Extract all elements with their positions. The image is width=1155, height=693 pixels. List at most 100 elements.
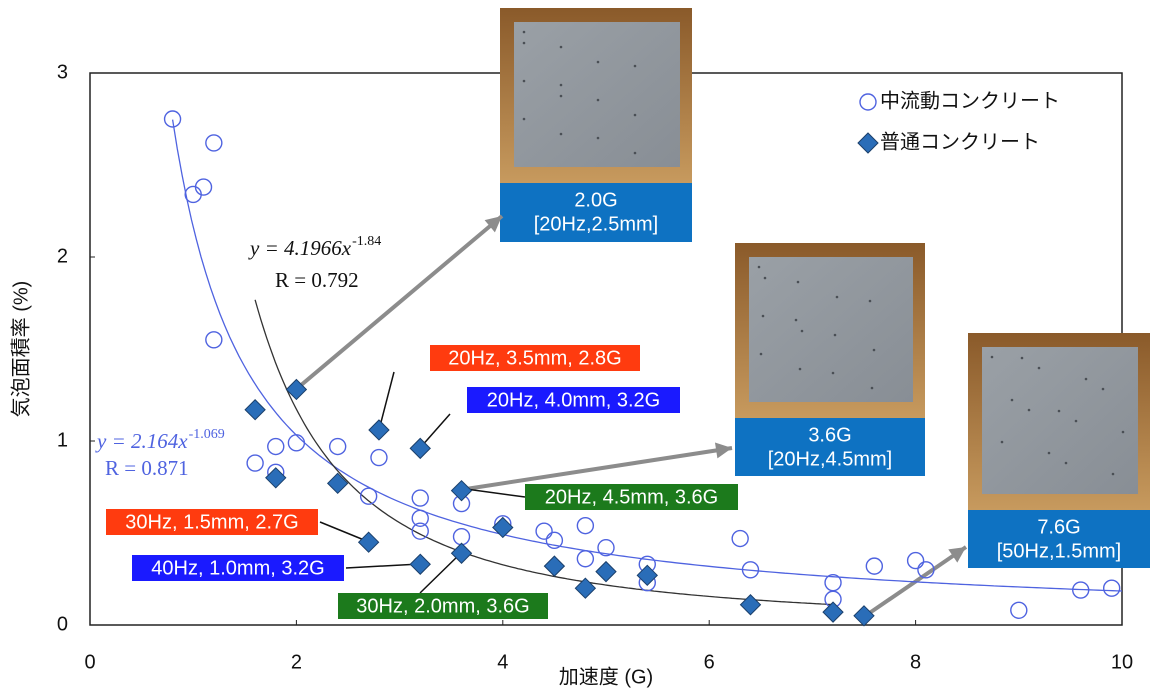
x-tick-label: 6 bbox=[704, 651, 715, 673]
photo-arrow bbox=[466, 448, 732, 489]
pore bbox=[1038, 367, 1041, 370]
pore bbox=[801, 330, 804, 333]
photo-caption: 3.6G bbox=[808, 424, 851, 446]
pore bbox=[834, 334, 837, 337]
data-point bbox=[245, 400, 265, 420]
fit-exponent: -1.069 bbox=[189, 427, 225, 442]
data-point bbox=[577, 518, 593, 534]
pore bbox=[1048, 452, 1051, 455]
pore bbox=[832, 372, 835, 375]
data-point bbox=[412, 490, 428, 506]
pore bbox=[1075, 420, 1078, 423]
legend-label: 普通コンクリート bbox=[880, 130, 1040, 153]
pore bbox=[871, 387, 874, 390]
fit-exponent: -1.84 bbox=[352, 234, 381, 249]
pore bbox=[873, 349, 876, 352]
pore bbox=[760, 353, 763, 356]
pore bbox=[634, 152, 637, 155]
concrete-specimen bbox=[514, 22, 680, 167]
data-point bbox=[732, 531, 748, 547]
fit-equation: y = 4.1966x bbox=[248, 236, 352, 260]
pore bbox=[634, 65, 637, 68]
data-point bbox=[866, 558, 882, 574]
data-point bbox=[371, 450, 387, 466]
data-point bbox=[165, 111, 181, 127]
y-tick-label: 0 bbox=[57, 613, 68, 635]
photo-subcaption: [50Hz,1.5mm] bbox=[997, 540, 1121, 562]
data-point bbox=[206, 135, 222, 151]
data-point bbox=[206, 332, 222, 348]
pore bbox=[597, 61, 600, 64]
annotation-leader bbox=[379, 372, 394, 430]
y-tick-label: 1 bbox=[57, 429, 68, 451]
pore bbox=[1112, 473, 1115, 476]
data-point bbox=[858, 133, 878, 153]
annotation-text: 30Hz, 2.0mm, 3.6G bbox=[356, 595, 529, 617]
data-point bbox=[1011, 602, 1027, 618]
pore bbox=[523, 80, 526, 83]
data-point bbox=[196, 179, 212, 195]
pore bbox=[1001, 441, 1004, 444]
data-point bbox=[908, 553, 924, 569]
data-point bbox=[740, 595, 760, 615]
pore bbox=[1085, 378, 1088, 381]
photo-caption: 2.0G bbox=[574, 189, 617, 211]
data-point bbox=[544, 556, 564, 576]
data-point bbox=[536, 523, 552, 539]
data-point bbox=[546, 532, 562, 548]
data-point bbox=[266, 468, 286, 488]
pore bbox=[799, 368, 802, 371]
x-axis-label: 加速度 (G) bbox=[559, 665, 653, 688]
pore bbox=[560, 46, 563, 49]
pore bbox=[991, 356, 994, 359]
annotation-leader bbox=[420, 553, 461, 593]
pore bbox=[762, 315, 765, 318]
concrete-specimen bbox=[749, 257, 913, 402]
data-point bbox=[359, 532, 379, 552]
data-point bbox=[860, 94, 876, 110]
pore bbox=[523, 42, 526, 45]
photo-arrow-head bbox=[715, 443, 732, 459]
data-point bbox=[854, 606, 874, 626]
pore bbox=[523, 31, 526, 34]
pore bbox=[1021, 357, 1024, 360]
x-tick-label: 0 bbox=[84, 651, 95, 673]
annotation-leader bbox=[466, 489, 525, 497]
pore bbox=[523, 118, 526, 121]
data-point bbox=[288, 435, 304, 451]
pore bbox=[795, 319, 798, 322]
annotation-text: 40Hz, 1.0mm, 3.2G bbox=[151, 557, 324, 579]
pore bbox=[797, 281, 800, 284]
data-point bbox=[454, 529, 470, 545]
chart: 加速度 (G) 気泡面積率 (%) 024681001232.0G[20Hz,2… bbox=[0, 0, 1155, 693]
annotation-text: 30Hz, 1.5mm, 2.7G bbox=[125, 511, 298, 533]
pore bbox=[1122, 431, 1125, 434]
pore bbox=[1058, 410, 1061, 413]
data-point bbox=[410, 438, 430, 458]
pore bbox=[560, 84, 563, 87]
y-tick-label: 3 bbox=[57, 61, 68, 83]
pore bbox=[560, 95, 563, 98]
legend-label: 中流動コンクリート bbox=[880, 89, 1060, 112]
x-tick-label: 8 bbox=[910, 651, 921, 673]
photo-subcaption: [20Hz,4.5mm] bbox=[768, 448, 892, 470]
data-point bbox=[247, 455, 263, 471]
data-point bbox=[452, 481, 472, 501]
data-point bbox=[596, 562, 616, 582]
data-point bbox=[185, 186, 201, 202]
fit-r: R = 0.792 bbox=[275, 268, 359, 292]
pore bbox=[869, 300, 872, 303]
data-point bbox=[330, 439, 346, 455]
concrete-specimen bbox=[982, 347, 1138, 494]
pore bbox=[560, 133, 563, 136]
x-tick-label: 4 bbox=[497, 651, 508, 673]
fit-r: R = 0.871 bbox=[105, 456, 189, 480]
pore bbox=[634, 114, 637, 117]
data-point bbox=[1104, 580, 1120, 596]
x-tick-label: 2 bbox=[291, 651, 302, 673]
x-tick-label: 10 bbox=[1111, 651, 1133, 673]
data-point bbox=[410, 554, 430, 574]
annotation-text: 20Hz, 3.5mm, 2.8G bbox=[448, 347, 621, 369]
data-point bbox=[328, 473, 348, 493]
pore bbox=[1028, 409, 1031, 412]
